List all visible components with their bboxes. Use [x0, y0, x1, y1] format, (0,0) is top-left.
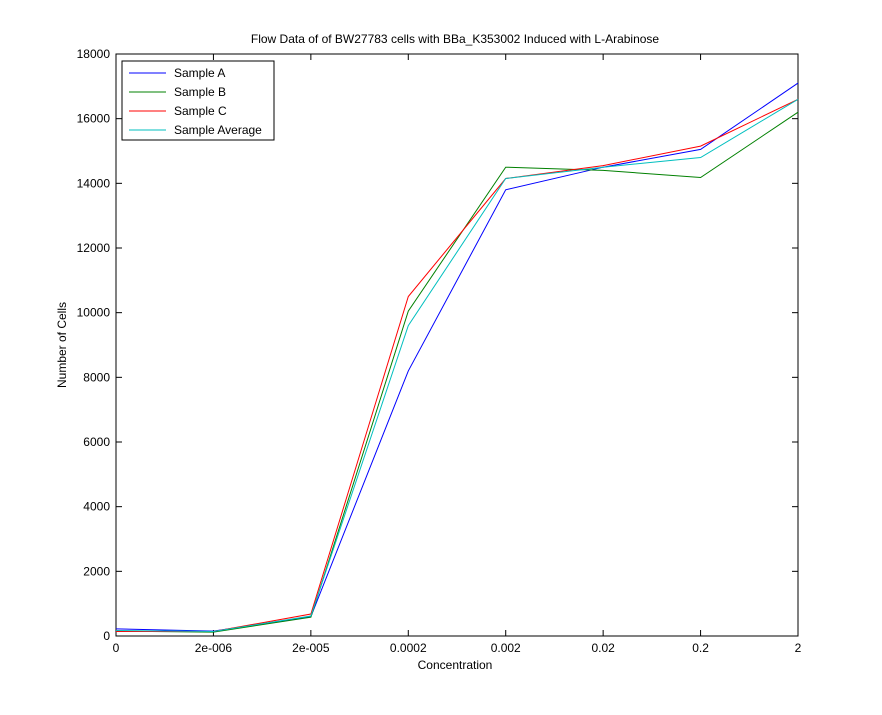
- y-axis-ticks: 0 2000 4000 6000 8000 10000 12000 14000 16000 180…: [77, 47, 798, 643]
- x-tick-label: 2e-006: [195, 641, 233, 655]
- x-axis-title: Concentration: [418, 658, 493, 672]
- x-tick-label: 2: [795, 641, 802, 655]
- series-line-sample-b: [115, 111, 799, 633]
- chart-title: Flow Data of of BW27783 cells with BBa_K…: [251, 32, 660, 46]
- y-tick-label: 8000: [83, 370, 110, 384]
- plot-area: [115, 53, 799, 637]
- series-lines: [115, 82, 799, 633]
- x-tick-label: 0.002: [491, 641, 521, 655]
- y-tick-label: 18000: [77, 47, 111, 61]
- y-tick-label: 14000: [77, 176, 111, 190]
- legend-label-sample-b: Sample B: [174, 85, 226, 99]
- y-tick-label: 12000: [77, 241, 111, 255]
- x-tick-label: 0.0002: [390, 641, 427, 655]
- legend-label-sample-average: Sample Average: [174, 123, 262, 137]
- x-tick-label: 0.2: [692, 641, 709, 655]
- y-tick-label: 6000: [83, 435, 110, 449]
- legend: Sample A Sample B Sample C Sample Average: [121, 60, 275, 141]
- y-tick-label: 4000: [83, 500, 110, 514]
- y-tick-label: 2000: [83, 564, 110, 578]
- y-axis-title: Number of Cells: [55, 302, 69, 388]
- legend-label-sample-c: Sample C: [174, 104, 227, 118]
- x-tick-label: 0: [113, 641, 120, 655]
- y-tick-label: 0: [103, 629, 110, 643]
- x-tick-label: 0.02: [591, 641, 615, 655]
- x-tick-label: 2e-005: [292, 641, 330, 655]
- series-line-sample-average: [115, 98, 799, 633]
- y-tick-label: 16000: [77, 112, 111, 126]
- legend-box: [121, 60, 275, 141]
- x-axis-ticks: 0 2e-006 2e-005 0.0002 0.002 0.02 0.2 2: [113, 54, 802, 655]
- legend-label-sample-a: Sample A: [174, 66, 225, 80]
- y-tick-label: 10000: [77, 306, 111, 320]
